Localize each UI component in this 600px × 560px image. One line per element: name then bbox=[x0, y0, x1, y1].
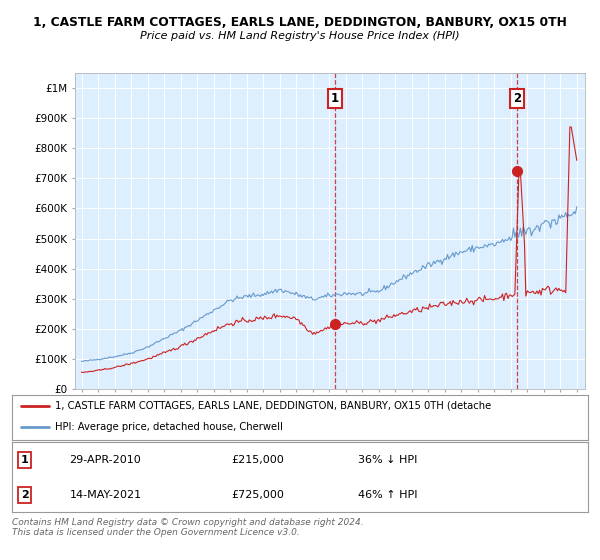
Text: £215,000: £215,000 bbox=[231, 455, 284, 465]
Text: 1, CASTLE FARM COTTAGES, EARLS LANE, DEDDINGTON, BANBURY, OX15 0TH (detache: 1, CASTLE FARM COTTAGES, EARLS LANE, DED… bbox=[55, 401, 491, 411]
Text: 1: 1 bbox=[21, 455, 29, 465]
Text: 46% ↑ HPI: 46% ↑ HPI bbox=[358, 490, 417, 500]
Text: 14-MAY-2021: 14-MAY-2021 bbox=[70, 490, 142, 500]
Text: Contains HM Land Registry data © Crown copyright and database right 2024.
This d: Contains HM Land Registry data © Crown c… bbox=[12, 518, 364, 538]
Text: £725,000: £725,000 bbox=[231, 490, 284, 500]
Text: HPI: Average price, detached house, Cherwell: HPI: Average price, detached house, Cher… bbox=[55, 422, 283, 432]
Text: 2: 2 bbox=[513, 92, 521, 105]
Text: Price paid vs. HM Land Registry's House Price Index (HPI): Price paid vs. HM Land Registry's House … bbox=[140, 31, 460, 41]
Text: 36% ↓ HPI: 36% ↓ HPI bbox=[358, 455, 417, 465]
Text: 2: 2 bbox=[21, 490, 29, 500]
Text: 29-APR-2010: 29-APR-2010 bbox=[70, 455, 142, 465]
Text: 1, CASTLE FARM COTTAGES, EARLS LANE, DEDDINGTON, BANBURY, OX15 0TH: 1, CASTLE FARM COTTAGES, EARLS LANE, DED… bbox=[33, 16, 567, 29]
Text: 1: 1 bbox=[331, 92, 338, 105]
